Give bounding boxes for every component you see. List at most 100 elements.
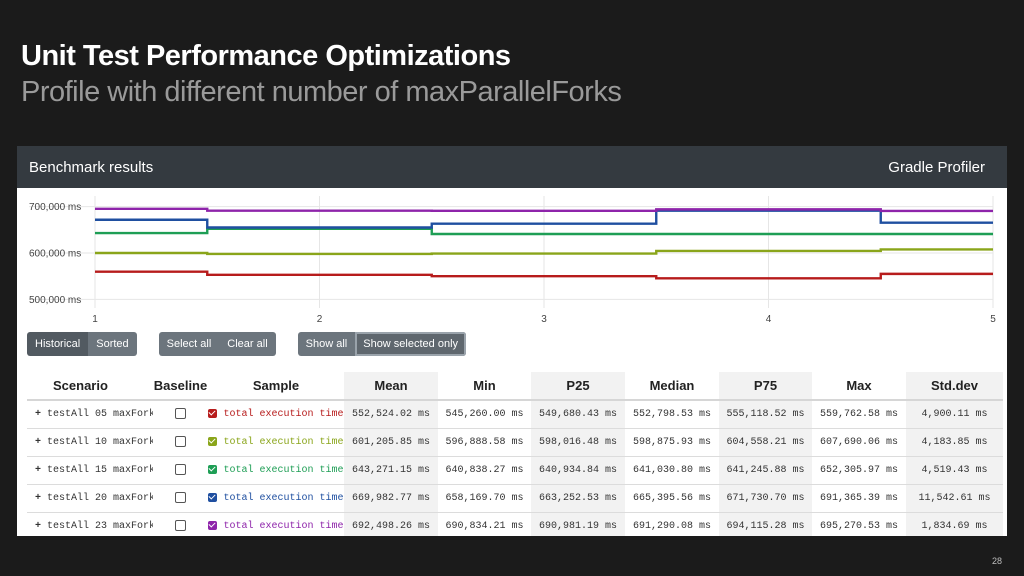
sample-checkbox[interactable]: [208, 520, 218, 530]
page-number: 28: [991, 556, 1002, 566]
sample-checkbox[interactable]: [208, 492, 218, 502]
table-row: + testAll 15 maxForks total execution tim…: [27, 456, 1003, 485]
p25-cell: 640,934.84 ms: [531, 456, 625, 485]
historical-button[interactable]: Historical: [27, 332, 89, 356]
p25-cell: 663,252.53 ms: [531, 484, 625, 513]
min-cell: 596,888.58 ms: [438, 428, 531, 457]
p25-cell: 598,016.48 ms: [531, 428, 625, 457]
baseline-checkbox[interactable]: [175, 520, 186, 532]
panel-title: Benchmark results: [29, 158, 154, 176]
median-cell: 552,798.53 ms: [625, 400, 719, 429]
mean-cell: 669,982.77 ms: [344, 484, 438, 513]
p75-cell: 694,115.28 ms: [719, 512, 812, 536]
series-line: [95, 248, 993, 256]
p25-cell: 549,680.43 ms: [531, 400, 625, 429]
mean-cell: 692,498.26 ms: [344, 512, 438, 536]
sample-cell: total execution time: [208, 428, 344, 457]
header-stddev[interactable]: Std.dev: [906, 372, 1003, 401]
scenario-name: testAll 05 maxForks: [47, 409, 153, 420]
sample-label: total execution time: [223, 493, 344, 505]
baseline-checkbox[interactable]: [175, 464, 186, 476]
baseline-cell: [153, 400, 208, 429]
x-tick-label: 4: [766, 314, 772, 323]
scenario-cell: + testAll 15 maxForks: [27, 456, 153, 485]
sample-cell: total execution time: [208, 512, 344, 536]
header-min[interactable]: Min: [438, 372, 531, 401]
scenario-cell: + testAll 23 maxForks: [27, 512, 153, 536]
median-cell: 665,395.56 ms: [625, 484, 719, 513]
expand-icon[interactable]: +: [34, 521, 41, 532]
max-cell: 559,762.58 ms: [812, 400, 906, 429]
median-cell: 641,030.80 ms: [625, 456, 719, 485]
max-cell: 652,305.97 ms: [812, 456, 906, 485]
baseline-cell: [153, 456, 208, 485]
series-line: [95, 270, 993, 280]
clear-all-button[interactable]: Clear all: [219, 332, 276, 356]
sample-checkbox[interactable]: [208, 436, 218, 446]
header-mean[interactable]: Mean: [344, 372, 438, 401]
slide-subtitle: Profile with different number of maxPara…: [21, 76, 622, 108]
panel-header: Benchmark results Gradle Profiler: [17, 146, 1007, 188]
scenario-name: testAll 20 maxForks: [47, 493, 153, 504]
header-baseline[interactable]: Baseline: [153, 372, 208, 401]
max-cell: 691,365.39 ms: [812, 484, 906, 513]
sample-label: total execution time: [223, 409, 344, 421]
filter-group: Show all Show selected only: [297, 332, 467, 356]
sample-checkbox[interactable]: [208, 464, 218, 474]
show-all-button[interactable]: Show all: [297, 332, 356, 356]
scenario-name: testAll 15 maxForks: [47, 465, 153, 476]
baseline-checkbox[interactable]: [175, 408, 186, 420]
sample-cell: total execution time: [208, 400, 344, 429]
scenario-name: testAll 23 maxForks: [47, 521, 153, 532]
stddev-cell: 4,900.11 ms: [906, 400, 1003, 429]
mean-cell: 552,524.02 ms: [344, 400, 438, 429]
chart-svg: 700,000 ms 600,000 ms 500,000 ms 1 2 3 4 5: [29, 196, 996, 323]
baseline-checkbox[interactable]: [175, 436, 186, 448]
scenario-name: testAll 10 maxForks: [47, 437, 153, 448]
x-tick-label: 5: [990, 314, 996, 323]
header-max[interactable]: Max: [812, 372, 906, 401]
expand-icon[interactable]: +: [34, 465, 41, 476]
select-all-button[interactable]: Select all: [158, 332, 220, 356]
series-line: [95, 207, 993, 213]
expand-icon[interactable]: +: [34, 409, 41, 420]
header-p25[interactable]: P25: [531, 372, 625, 401]
p75-cell: 671,730.70 ms: [719, 484, 812, 513]
expand-icon[interactable]: +: [34, 437, 41, 448]
header-median[interactable]: Median: [625, 372, 719, 401]
sample-label: total execution time: [223, 465, 344, 477]
table-row: + testAll 10 maxForks total execution tim…: [27, 428, 1003, 457]
stddev-cell: 4,183.85 ms: [906, 428, 1003, 457]
header-p75[interactable]: P75: [719, 372, 812, 401]
median-cell: 691,290.08 ms: [625, 512, 719, 536]
max-cell: 607,690.06 ms: [812, 428, 906, 457]
show-selected-only-button[interactable]: Show selected only: [355, 332, 467, 356]
header-sample[interactable]: Sample: [208, 372, 344, 401]
header-scenario[interactable]: Scenario: [27, 372, 153, 401]
min-cell: 640,838.27 ms: [438, 456, 531, 485]
y-tick-label: 500,000 ms: [29, 295, 81, 306]
sample-cell: total execution time: [208, 484, 344, 513]
sample-cell: total execution time: [208, 456, 344, 485]
x-tick-label: 2: [317, 314, 323, 323]
x-tick-label: 1: [92, 314, 98, 323]
sorted-button[interactable]: Sorted: [88, 332, 137, 356]
baseline-cell: [153, 512, 208, 536]
expand-icon[interactable]: +: [34, 493, 41, 504]
p75-cell: 555,118.52 ms: [719, 400, 812, 429]
table-header-row: Scenario Baseline Sample Mean Min P25 Me…: [27, 372, 1003, 401]
benchmark-chart: 700,000 ms 600,000 ms 500,000 ms 1 2 3 4 5: [17, 188, 1007, 323]
baseline-cell: [153, 428, 208, 457]
sample-checkbox[interactable]: [208, 408, 218, 418]
sample-label: total execution time: [223, 437, 344, 449]
benchmark-panel: Benchmark results Gradle Profiler 700,00…: [17, 146, 1007, 536]
series-line: [95, 209, 993, 229]
view-mode-group: Historical Sorted: [27, 332, 137, 356]
series-line: [95, 227, 993, 236]
sample-label: total execution time: [223, 521, 344, 533]
y-tick-label: 700,000 ms: [29, 202, 81, 213]
baseline-checkbox[interactable]: [175, 492, 186, 504]
scenario-cell: + testAll 05 maxForks: [27, 400, 153, 429]
brand-label: Gradle Profiler: [888, 158, 985, 176]
y-tick-label: 600,000 ms: [29, 249, 81, 260]
